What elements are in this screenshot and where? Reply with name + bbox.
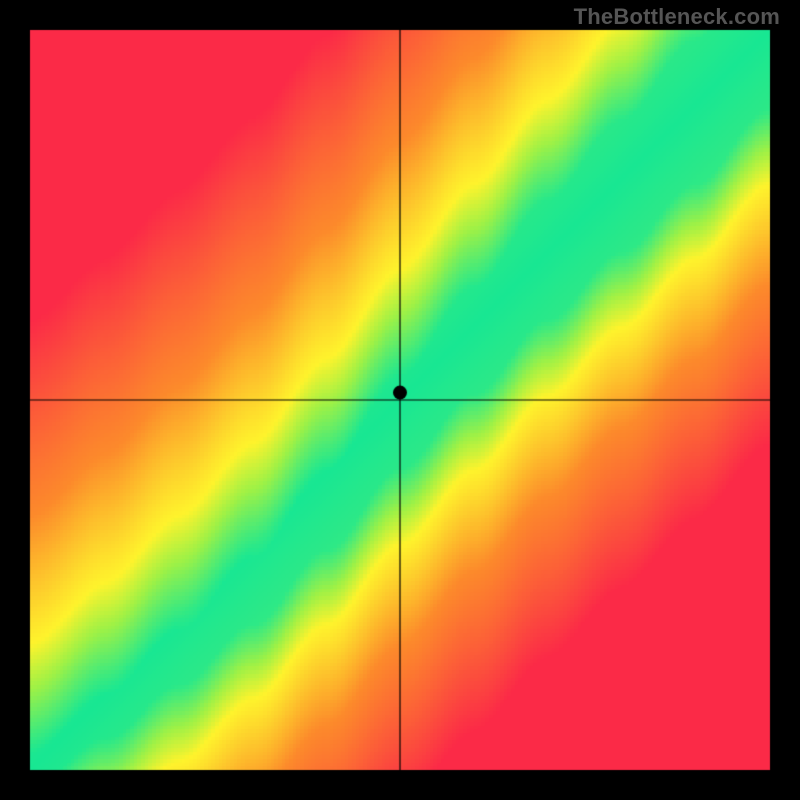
chart-container: TheBottleneck.com [0,0,800,800]
watermark-text: TheBottleneck.com [574,4,780,30]
bottleneck-heatmap-canvas [0,0,800,800]
